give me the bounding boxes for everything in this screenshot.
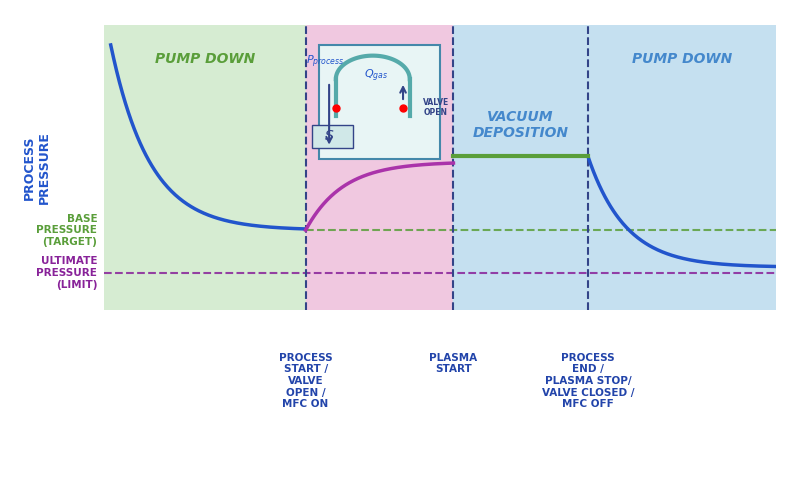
Text: PLASMA
START: PLASMA START: [430, 353, 478, 374]
Text: VALVE
OPEN: VALVE OPEN: [423, 98, 450, 117]
Text: $P_{process}$: $P_{process}$: [306, 54, 345, 70]
Text: $S$: $S$: [324, 129, 334, 143]
Text: ULTIMATE
PRESSURE
(LIMIT): ULTIMATE PRESSURE (LIMIT): [37, 256, 98, 290]
Bar: [319, 45, 440, 159]
Text: VACUUM
DEPOSITION: VACUUM DEPOSITION: [473, 110, 569, 140]
Text: PUMP DOWN: PUMP DOWN: [154, 52, 255, 66]
Bar: [104, 25, 306, 310]
Text: PROCESS
PRESSURE: PROCESS PRESSURE: [22, 131, 51, 204]
Text: BASE
PRESSURE
(TARGET): BASE PRESSURE (TARGET): [37, 214, 98, 247]
Bar: [454, 25, 588, 310]
Bar: [312, 124, 353, 148]
Bar: [588, 25, 776, 310]
Bar: [306, 25, 588, 310]
Text: GAS FLOW: GAS FLOW: [338, 52, 421, 66]
Text: PROCESS
START /
VALVE
OPEN /
MFC ON: PROCESS START / VALVE OPEN / MFC ON: [278, 353, 333, 409]
Text: PROCESS
END /
PLASMA STOP/
VALVE CLOSED /
MFC OFF: PROCESS END / PLASMA STOP/ VALVE CLOSED …: [542, 353, 634, 409]
Text: PUMP DOWN: PUMP DOWN: [632, 52, 732, 66]
Text: $Q_{gas}$: $Q_{gas}$: [364, 68, 388, 84]
